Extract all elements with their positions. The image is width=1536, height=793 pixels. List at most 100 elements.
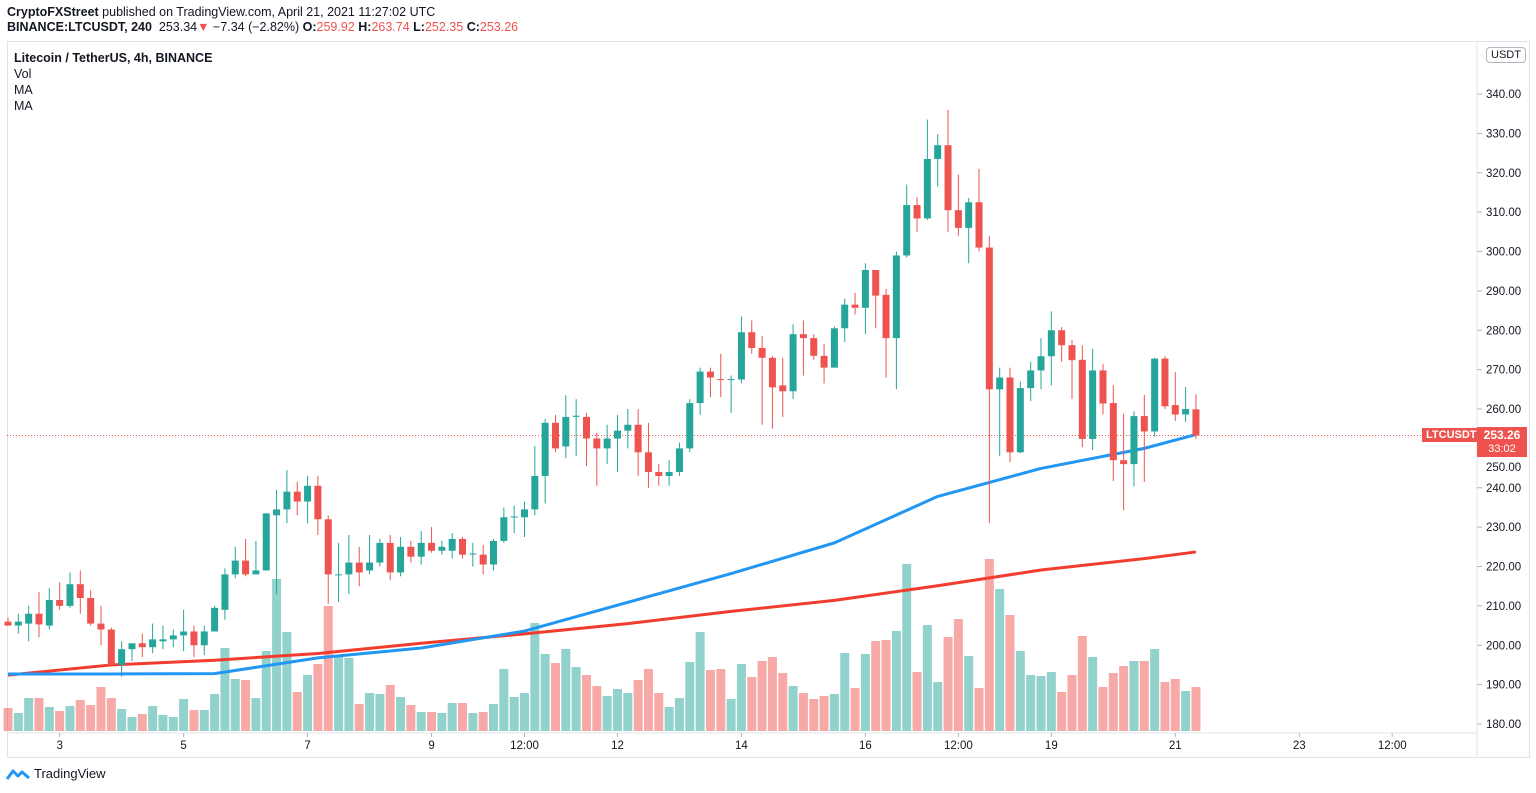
candle-up: [159, 639, 167, 642]
volume-bar: [540, 654, 550, 731]
currency-unit-button[interactable]: USDT: [1486, 47, 1526, 63]
y-tick-label: 340.00: [1486, 89, 1521, 101]
volume-bar: [303, 675, 313, 731]
legend-ma-fast[interactable]: MA: [14, 83, 33, 97]
candle-up: [737, 332, 745, 380]
candle-up: [613, 430, 621, 439]
candle-down: [810, 338, 818, 356]
candle-down: [1161, 358, 1169, 407]
candle-up: [366, 562, 374, 571]
volume-bar: [13, 713, 23, 731]
volume-bar: [282, 632, 292, 731]
candle-up: [841, 304, 849, 329]
candle-up: [211, 607, 219, 632]
low-label: L:: [413, 20, 425, 34]
candle-down: [138, 643, 146, 648]
candle-up: [448, 538, 456, 551]
volume-bar: [365, 693, 375, 731]
publish-info: CryptoFXStreet published on TradingView.…: [7, 5, 435, 19]
volume-bar: [148, 706, 158, 731]
volume-bar: [695, 632, 705, 731]
x-tick-label: 12:00: [510, 740, 539, 752]
volume-bar: [1139, 661, 1149, 731]
candle-down: [779, 385, 787, 392]
volume-bar: [251, 698, 261, 731]
volume-bar: [778, 673, 788, 731]
volume-bar: [1098, 687, 1108, 731]
volume-bar: [1046, 672, 1056, 731]
candle-up: [169, 635, 177, 640]
volume-bar: [726, 699, 736, 731]
volume-bar: [499, 669, 509, 731]
volume-bar: [1057, 692, 1067, 731]
y-tick-label: 240.00: [1486, 483, 1521, 495]
volume-bar: [674, 698, 684, 731]
candle-down: [56, 599, 64, 606]
candle-down: [872, 270, 880, 296]
legend-vol[interactable]: Vol: [14, 67, 32, 81]
candle-up: [14, 621, 22, 626]
x-tick-label: 5: [180, 740, 186, 752]
volume-bar: [747, 677, 757, 731]
volume-bar: [1129, 661, 1139, 731]
candle-down: [479, 554, 487, 565]
candle-down: [913, 205, 921, 219]
candle-down: [768, 357, 776, 388]
volume-bar: [117, 709, 127, 731]
candle-up: [180, 631, 188, 636]
volume-bar: [1036, 676, 1046, 731]
close-label: C:: [466, 20, 480, 34]
tradingview-logo[interactable]: TradingView: [6, 766, 106, 781]
candle-down: [634, 424, 642, 453]
candle-up: [603, 438, 611, 449]
volume-bar: [44, 707, 54, 731]
y-tick-label: 310.00: [1486, 207, 1521, 219]
volume-bar: [427, 712, 437, 731]
x-tick-label: 21: [1169, 740, 1182, 752]
candle-down: [1068, 345, 1076, 361]
candle-up: [572, 415, 580, 417]
high-value: 263.74: [371, 20, 410, 34]
candle-down: [76, 584, 84, 598]
candle-up: [252, 570, 260, 575]
bar-countdown: 33:02: [1488, 443, 1516, 455]
volume-bar: [1077, 636, 1087, 731]
open-label: O:: [302, 20, 317, 34]
tradingview-cloud-icon: [6, 769, 30, 780]
volume-bar: [664, 707, 674, 731]
volume-bar: [437, 713, 447, 731]
volume-bar: [1067, 675, 1077, 731]
candle-down: [655, 472, 663, 476]
volume-bar: [881, 640, 891, 731]
volume-bar: [705, 670, 715, 731]
legend-ma-slow[interactable]: MA: [14, 99, 33, 113]
volume-bar: [788, 686, 798, 731]
volume-bar: [406, 705, 416, 731]
x-tick-label: 12:00: [1378, 740, 1407, 752]
candle-down: [87, 598, 95, 624]
volume-bar: [158, 715, 168, 731]
candle-down: [35, 613, 43, 625]
x-tick-label: 12:00: [944, 740, 973, 752]
volume-bar: [964, 656, 974, 731]
legend-title: Litecoin / TetherUS, 4h, BINANCE: [14, 51, 213, 65]
volume-bar: [995, 589, 1005, 731]
volume-bar: [520, 693, 529, 731]
candle-down: [324, 519, 332, 575]
candle-up: [221, 574, 229, 610]
volume-bar: [654, 693, 664, 731]
candle-up: [521, 509, 528, 518]
volume-bar: [106, 698, 116, 731]
candle-up: [1130, 416, 1138, 465]
candle-down: [1109, 403, 1117, 461]
candle-down: [190, 631, 198, 646]
candle-down: [1140, 416, 1148, 432]
candle-up: [903, 205, 911, 256]
candle-down: [459, 538, 467, 555]
candle-up: [541, 422, 549, 476]
candle-up: [45, 599, 53, 626]
volume-bar: [736, 664, 746, 731]
volume-bar: [943, 637, 953, 731]
candle-down: [314, 485, 322, 520]
